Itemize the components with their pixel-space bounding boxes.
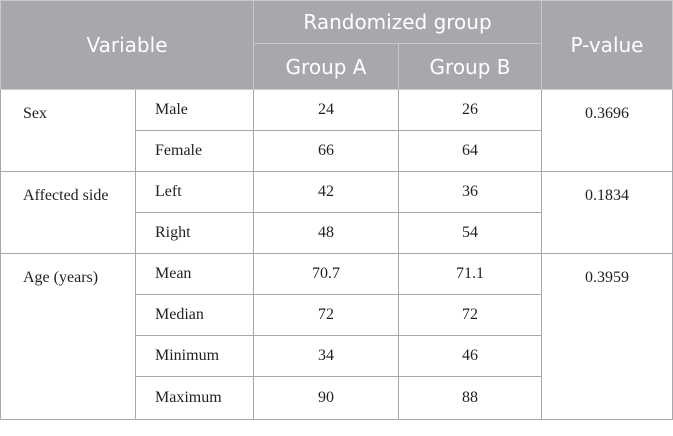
group-b-value: 54 bbox=[398, 212, 543, 254]
group-b-value: 46 bbox=[398, 335, 543, 377]
level-label: Median bbox=[134, 294, 255, 336]
group-b-value: 26 bbox=[398, 89, 543, 131]
group-a-value: 24 bbox=[253, 89, 400, 131]
group-a-value: 66 bbox=[253, 130, 400, 172]
level-label: Mean bbox=[134, 253, 255, 295]
p-value-age: 0.3959 bbox=[541, 253, 673, 420]
level-label: Minimum bbox=[134, 335, 255, 377]
group-a-value: 70.7 bbox=[253, 253, 400, 295]
variable-age: Age (years) bbox=[0, 253, 136, 420]
group-a-value: 90 bbox=[253, 376, 400, 420]
table-row: Sex Male 24 26 0.3696 bbox=[0, 89, 673, 172]
table-row: Age (years) Mean 70.7 71.1 0.3959 bbox=[0, 253, 673, 420]
table-header: Variable Randomized group P-value Group … bbox=[0, 0, 673, 90]
group-b-value: 64 bbox=[398, 130, 543, 172]
table-row: Median 72 72 bbox=[1, 294, 673, 336]
variable-sex: Sex bbox=[0, 89, 136, 172]
header-row-top: Variable Randomized group P-value bbox=[0, 0, 673, 90]
header-row-bottom: Group A Group B bbox=[1, 43, 673, 90]
header-group-b: Group B bbox=[398, 43, 543, 90]
baseline-characteristics-table: Variable Randomized group P-value Group … bbox=[0, 0, 673, 420]
level-label: Male bbox=[134, 89, 255, 131]
header-randomized-group: Randomized group bbox=[253, 0, 543, 44]
group-b-value: 88 bbox=[398, 376, 543, 420]
group-a-value: 34 bbox=[253, 335, 400, 377]
group-b-value: 72 bbox=[398, 294, 543, 336]
level-label: Maximum bbox=[134, 376, 255, 420]
header-group-a: Group A bbox=[253, 43, 400, 90]
variable-affected-side: Affected side bbox=[0, 171, 136, 254]
table-row: Affected side Left 42 36 0.1834 bbox=[0, 171, 673, 254]
table-row: Female 66 64 bbox=[1, 130, 673, 172]
level-label: Female bbox=[134, 130, 255, 172]
group-a-value: 72 bbox=[253, 294, 400, 336]
group-a-value: 42 bbox=[253, 171, 400, 213]
group-a-value: 48 bbox=[253, 212, 400, 254]
table-body: Sex Male 24 26 0.3696 Female 66 64 Affec… bbox=[0, 89, 673, 420]
table-row: Maximum 90 88 bbox=[1, 376, 673, 420]
group-b-value: 36 bbox=[398, 171, 543, 213]
level-label: Left bbox=[134, 171, 255, 213]
table-row: Right 48 54 bbox=[1, 212, 673, 254]
group-b-value: 71.1 bbox=[398, 253, 543, 295]
header-variable: Variable bbox=[0, 0, 255, 90]
header-p-value: P-value bbox=[541, 0, 673, 90]
p-value-sex: 0.3696 bbox=[541, 89, 673, 172]
p-value-affected-side: 0.1834 bbox=[541, 171, 673, 254]
level-label: Right bbox=[134, 212, 255, 254]
